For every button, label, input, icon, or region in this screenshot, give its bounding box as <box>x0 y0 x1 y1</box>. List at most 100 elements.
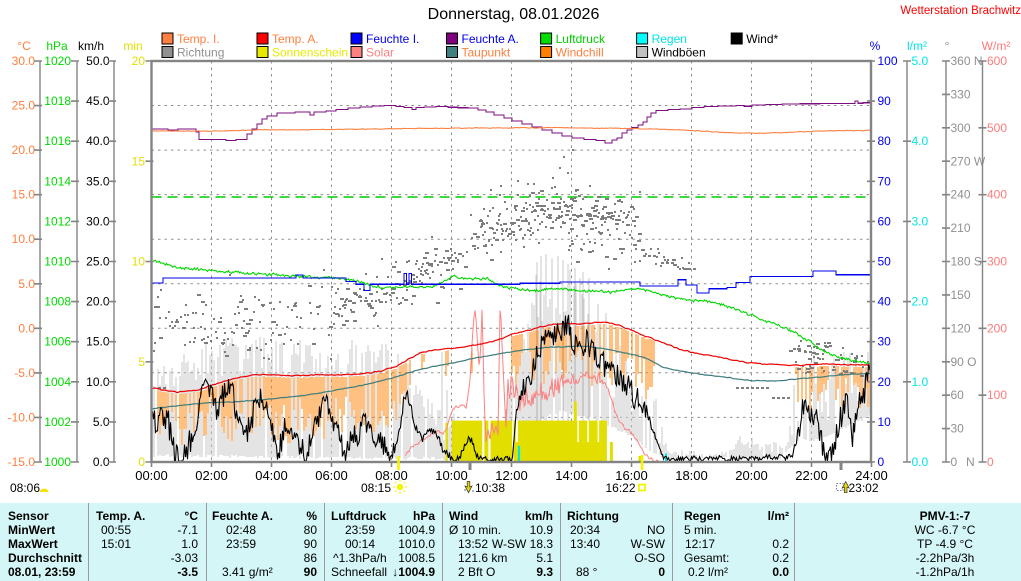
svg-text:3.0: 3.0 <box>912 214 929 228</box>
svg-text:50.0: 50.0 <box>86 54 110 68</box>
svg-text:0.0: 0.0 <box>93 455 110 469</box>
svg-text:1018: 1018 <box>44 94 71 108</box>
svg-text:35.0: 35.0 <box>86 174 110 188</box>
svg-text:Windchill: Windchill <box>556 46 604 60</box>
svg-text:14:00: 14:00 <box>555 468 588 483</box>
svg-text:90: 90 <box>878 94 892 108</box>
svg-text:-10.0: -10.0 <box>8 410 36 424</box>
svg-text:Windböen: Windböen <box>652 46 706 60</box>
svg-text:Richtung: Richtung <box>177 46 224 60</box>
svg-text:30.0: 30.0 <box>12 54 36 68</box>
svg-text:Wind*: Wind* <box>746 32 778 46</box>
svg-text:16:22: 16:22 <box>605 481 635 495</box>
svg-text:40.0: 40.0 <box>86 134 110 148</box>
svg-text:300: 300 <box>951 121 971 135</box>
svg-text:00:00: 00:00 <box>135 468 168 483</box>
svg-text:5.0: 5.0 <box>912 54 929 68</box>
svg-text:10:38: 10:38 <box>475 481 505 495</box>
svg-text:1014: 1014 <box>44 174 71 188</box>
svg-text:20:00: 20:00 <box>735 468 768 483</box>
svg-text:0: 0 <box>138 455 145 469</box>
svg-text:0.0: 0.0 <box>18 321 35 335</box>
svg-text:1012: 1012 <box>44 214 71 228</box>
svg-text:30.0: 30.0 <box>86 214 110 228</box>
svg-text:5.0: 5.0 <box>93 415 110 429</box>
svg-text:22:00: 22:00 <box>795 468 828 483</box>
svg-text:210: 210 <box>951 221 971 235</box>
svg-text:5.0: 5.0 <box>18 277 35 291</box>
svg-text:1020: 1020 <box>44 54 71 68</box>
svg-text:45.0: 45.0 <box>86 94 110 108</box>
svg-text:330: 330 <box>951 87 971 101</box>
svg-text:Feuchte A.: Feuchte A. <box>462 32 519 46</box>
svg-text:N: N <box>966 455 975 469</box>
svg-text:50: 50 <box>878 255 892 269</box>
svg-text:Temp. A.: Temp. A. <box>272 32 319 46</box>
svg-text:20.0: 20.0 <box>12 143 36 157</box>
svg-text:Taupunkt: Taupunkt <box>462 46 511 60</box>
svg-text:150: 150 <box>951 288 971 302</box>
svg-text:25.0: 25.0 <box>86 255 110 269</box>
svg-text:500: 500 <box>987 121 1007 135</box>
svg-text:1016: 1016 <box>44 134 71 148</box>
svg-text:40: 40 <box>878 295 892 309</box>
svg-text:1010: 1010 <box>44 255 71 269</box>
svg-text:2.0: 2.0 <box>912 295 929 309</box>
svg-text:04:00: 04:00 <box>255 468 288 483</box>
svg-text:-5.0: -5.0 <box>14 366 35 380</box>
svg-text:200: 200 <box>987 321 1007 335</box>
svg-text:Regen: Regen <box>652 32 687 46</box>
svg-text:km/h: km/h <box>78 39 104 53</box>
svg-text:70: 70 <box>878 174 892 188</box>
svg-text:20: 20 <box>132 54 146 68</box>
svg-text:60: 60 <box>951 388 965 402</box>
svg-text:90 O: 90 O <box>951 355 977 369</box>
svg-text:°: ° <box>945 39 950 53</box>
svg-text:600: 600 <box>987 54 1007 68</box>
svg-text:100: 100 <box>987 388 1007 402</box>
svg-text:360 N: 360 N <box>951 54 983 68</box>
svg-text:Solar: Solar <box>366 46 394 60</box>
svg-text:15.0: 15.0 <box>12 188 36 202</box>
svg-text:°C: °C <box>17 39 31 53</box>
svg-text:min: min <box>123 39 142 53</box>
svg-text:400: 400 <box>987 188 1007 202</box>
svg-text:0: 0 <box>878 455 885 469</box>
svg-text:0: 0 <box>951 455 958 469</box>
svg-text:08:06: 08:06 <box>10 481 40 495</box>
svg-text:hPa: hPa <box>46 39 68 53</box>
svg-text:25.0: 25.0 <box>12 99 36 113</box>
svg-text:08:15: 08:15 <box>361 481 391 495</box>
svg-text:Luftdruck: Luftdruck <box>556 32 606 46</box>
svg-text:1.0: 1.0 <box>912 375 929 389</box>
svg-text:1000: 1000 <box>44 455 71 469</box>
svg-text:-15.0: -15.0 <box>8 455 36 469</box>
svg-text:W/m²: W/m² <box>982 39 1011 53</box>
svg-text:0.0: 0.0 <box>912 455 929 469</box>
svg-text:300: 300 <box>987 255 1007 269</box>
svg-text:12:00: 12:00 <box>495 468 528 483</box>
svg-text:24:00: 24:00 <box>855 468 888 483</box>
svg-text:%: % <box>870 39 881 53</box>
svg-text:30: 30 <box>878 335 892 349</box>
svg-text:1004: 1004 <box>44 375 71 389</box>
svg-text:10: 10 <box>878 415 892 429</box>
svg-text:20.0: 20.0 <box>86 295 110 309</box>
svg-text:Sonnenschein: Sonnenschein <box>272 46 348 60</box>
svg-text:5: 5 <box>138 355 145 369</box>
svg-text:240: 240 <box>951 188 971 202</box>
svg-text:Feuchte I.: Feuchte I. <box>366 32 419 46</box>
svg-text:20: 20 <box>878 375 892 389</box>
svg-text:1002: 1002 <box>44 415 71 429</box>
svg-text:Temp. I.: Temp. I. <box>177 32 220 46</box>
svg-text:4.0: 4.0 <box>912 134 929 148</box>
svg-text:06:00: 06:00 <box>315 468 348 483</box>
svg-text:16:00: 16:00 <box>615 468 648 483</box>
svg-text:08:00: 08:00 <box>375 468 408 483</box>
svg-text:10:00: 10:00 <box>435 468 468 483</box>
svg-text:100: 100 <box>878 54 898 68</box>
svg-text:l/m²: l/m² <box>907 39 927 53</box>
svg-text:10.0: 10.0 <box>86 375 110 389</box>
svg-text:23:02: 23:02 <box>849 481 879 495</box>
svg-text:02:00: 02:00 <box>195 468 228 483</box>
